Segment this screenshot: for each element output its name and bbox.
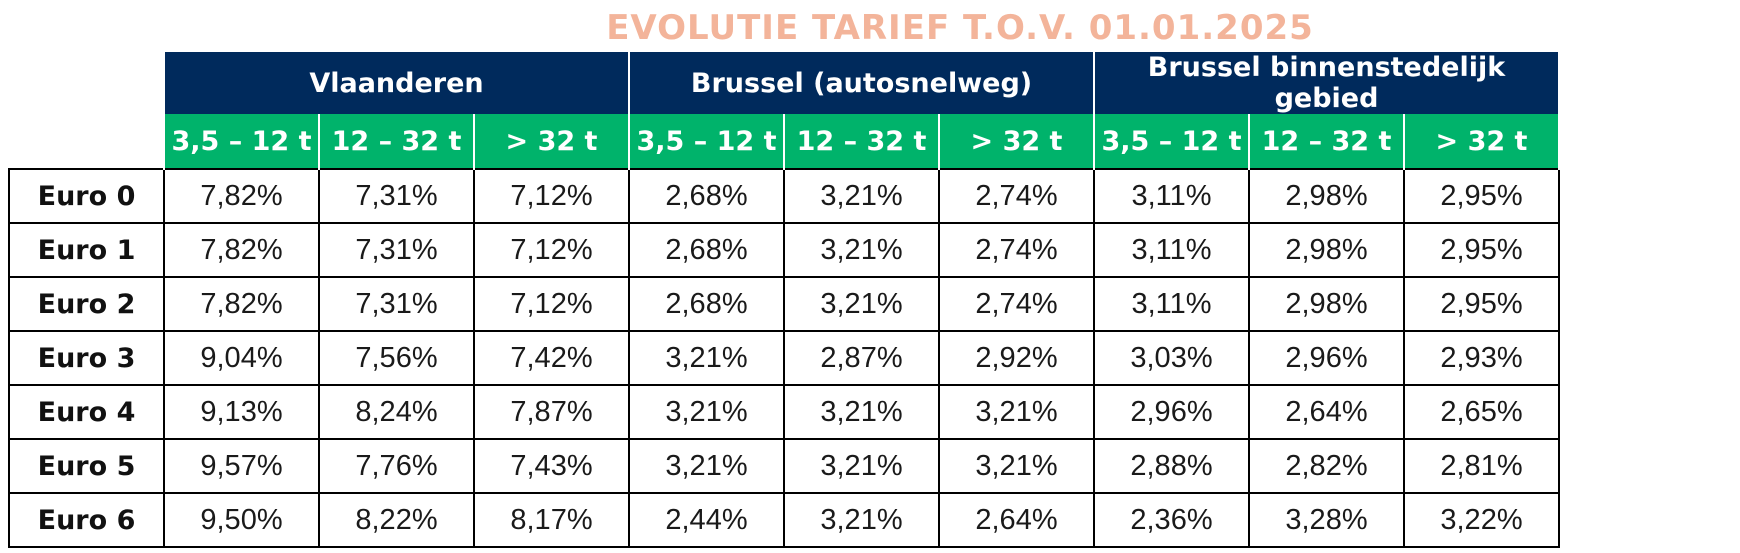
table-row: Euro 2 7,82% 7,31% 7,12% 2,68% 3,21% 2,74% 3,11…	[8, 276, 1560, 332]
table-cell: 2,64%	[1248, 384, 1405, 440]
table-cell: 9,57%	[163, 438, 320, 494]
table-cell: 3,21%	[783, 276, 940, 332]
table-cell: 3,11%	[1093, 276, 1250, 332]
chart-title: EVOLUTIE TARIEF T.O.V. 01.01.2025	[606, 8, 1314, 48]
table-cell: 8,17%	[473, 492, 630, 548]
row-label: Euro 2	[8, 276, 165, 332]
table-row: Euro 3 9,04% 7,56% 7,42% 3,21% 2,87% 2,92% 3,03…	[8, 330, 1560, 386]
table-cell: 3,21%	[783, 492, 940, 548]
table-cell: 3,21%	[938, 438, 1095, 494]
row-label: Euro 1	[8, 222, 165, 278]
table-cell: 7,43%	[473, 438, 630, 494]
table-cell: 3,21%	[938, 384, 1095, 440]
weight-class-header: 3,5 – 12 t	[628, 114, 785, 169]
table-cell: 2,44%	[628, 492, 785, 548]
table-cell: 2,88%	[1093, 438, 1250, 494]
table-cell: 8,24%	[318, 384, 475, 440]
weight-class-header: > 32 t	[1403, 114, 1560, 169]
table-cell: 3,21%	[783, 168, 940, 224]
table-row: Euro 6 9,50% 8,22% 8,17% 2,44% 3,21% 2,64% 2,36…	[8, 492, 1560, 548]
table-cell: 7,42%	[473, 330, 630, 386]
table-cell: 3,03%	[1093, 330, 1250, 386]
table-cell: 3,21%	[783, 222, 940, 278]
table-cell: 2,68%	[628, 222, 785, 278]
table-cell: 2,93%	[1403, 330, 1560, 386]
table-cell: 2,95%	[1403, 276, 1560, 332]
table-cell: 2,74%	[938, 222, 1095, 278]
table-cell: 3,21%	[783, 438, 940, 494]
table-cell: 7,76%	[318, 438, 475, 494]
table-cell: 7,12%	[473, 222, 630, 278]
weight-class-header: 3,5 – 12 t	[1093, 114, 1250, 169]
table-cell: 3,21%	[783, 384, 940, 440]
table-cell: 2,36%	[1093, 492, 1250, 548]
table-cell: 3,22%	[1403, 492, 1560, 548]
table-cell: 2,74%	[938, 276, 1095, 332]
table-cell: 3,11%	[1093, 168, 1250, 224]
row-label: Euro 0	[8, 168, 165, 224]
table-cell: 7,87%	[473, 384, 630, 440]
table-cell: 2,87%	[783, 330, 940, 386]
weight-class-header: 3,5 – 12 t	[163, 114, 320, 169]
table-cell: 2,74%	[938, 168, 1095, 224]
table-cell: 2,95%	[1403, 168, 1560, 224]
table-cell: 2,96%	[1248, 330, 1405, 386]
table-cell: 7,82%	[163, 222, 320, 278]
table-cell: 3,21%	[628, 438, 785, 494]
weight-class-header: > 32 t	[938, 114, 1095, 169]
table-cell: 2,96%	[1093, 384, 1250, 440]
table-cell: 2,64%	[938, 492, 1095, 548]
header-corner	[9, 52, 164, 169]
table-cell: 7,31%	[318, 168, 475, 224]
table-cell: 2,65%	[1403, 384, 1560, 440]
table-cell: 2,68%	[628, 168, 785, 224]
row-label: Euro 6	[8, 492, 165, 548]
table-row: Euro 4 9,13% 8,24% 7,87% 3,21% 3,21% 3,21% 2,96…	[8, 384, 1560, 440]
weight-class-header: 12 – 32 t	[783, 114, 940, 169]
table-cell: 9,04%	[163, 330, 320, 386]
table-cell: 7,31%	[318, 276, 475, 332]
region-header: Brussel (autosnelweg)	[628, 52, 1095, 114]
table-cell: 2,82%	[1248, 438, 1405, 494]
table-cell: 3,21%	[628, 384, 785, 440]
table-cell: 2,98%	[1248, 276, 1405, 332]
table-cell: 9,50%	[163, 492, 320, 548]
region-header-row: Vlaanderen Brussel (autosnelweg) Brussel b…	[9, 52, 1560, 169]
weight-class-header: 12 – 32 t	[1248, 114, 1405, 169]
region-header: Vlaanderen	[163, 52, 630, 114]
table-cell: 2,81%	[1403, 438, 1560, 494]
row-label: Euro 4	[8, 384, 165, 440]
chart-title-wrap: EVOLUTIE TARIEF T.O.V. 01.01.2025	[460, 6, 1460, 50]
table-cell: 2,68%	[628, 276, 785, 332]
row-label: Euro 5	[8, 438, 165, 494]
table-cell: 7,82%	[163, 168, 320, 224]
weight-class-header: 12 – 32 t	[318, 114, 475, 169]
table-cell: 7,12%	[473, 276, 630, 332]
table-cell: 7,56%	[318, 330, 475, 386]
table-cell: 3,28%	[1248, 492, 1405, 548]
table-cell: 2,92%	[938, 330, 1095, 386]
table-cell: 7,31%	[318, 222, 475, 278]
table-cell: 2,98%	[1248, 168, 1405, 224]
table-body: Euro 0 7,82% 7,31% 7,12% 2,68% 3,21% 2,74% 3,11…	[8, 168, 1560, 548]
table-cell: 3,11%	[1093, 222, 1250, 278]
table-cell: 8,22%	[318, 492, 475, 548]
weight-class-header: > 32 t	[473, 114, 630, 169]
table-cell: 2,95%	[1403, 222, 1560, 278]
table-row: Euro 5 9,57% 7,76% 7,43% 3,21% 3,21% 3,21% 2,88…	[8, 438, 1560, 494]
table-row: Euro 1 7,82% 7,31% 7,12% 2,68% 3,21% 2,74% 3,11…	[8, 222, 1560, 278]
table-cell: 2,98%	[1248, 222, 1405, 278]
tariff-table: Vlaanderen Brussel (autosnelweg) Brussel b…	[8, 52, 1560, 548]
table-row: Euro 0 7,82% 7,31% 7,12% 2,68% 3,21% 2,74% 3,11…	[8, 168, 1560, 224]
table-cell: 3,21%	[628, 330, 785, 386]
region-header: Brussel binnenstedelijk gebied	[1093, 52, 1560, 114]
row-label: Euro 3	[8, 330, 165, 386]
table-cell: 7,82%	[163, 276, 320, 332]
table-cell: 7,12%	[473, 168, 630, 224]
table-cell: 9,13%	[163, 384, 320, 440]
weight-header-row: 3,5 – 12 t 12 – 32 t > 32 t 3,5 – 12 t 12 – …	[9, 114, 1560, 169]
